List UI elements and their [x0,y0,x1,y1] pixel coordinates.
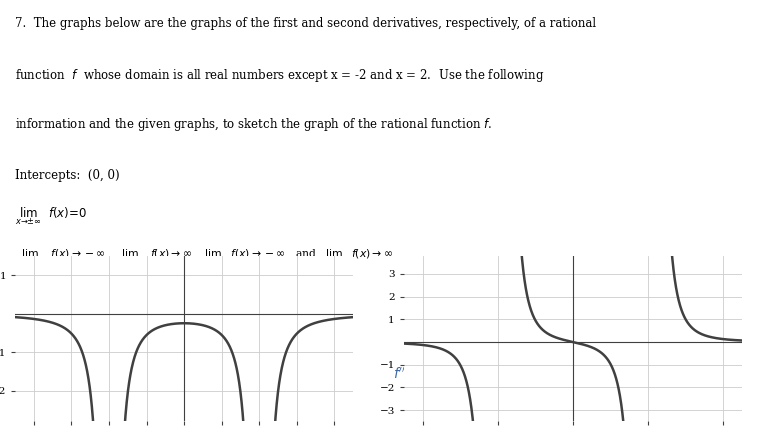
Text: information and the given graphs, to sketch the graph of the rational function $: information and the given graphs, to ske… [15,116,493,133]
Text: Intercepts:  (0, 0): Intercepts: (0, 0) [15,169,120,182]
Text: $\lim_{x\to\pm\infty}$  $f(x) = 0$: $\lim_{x\to\pm\infty}$ $f(x) = 0$ [15,205,87,227]
Text: 7.  The graphs below are the graphs of the first and second derivatives, respect: 7. The graphs below are the graphs of th… [15,17,597,31]
Text: $\lim_{x\to -2^-}$  $f(x) \to -\infty$,  $\lim_{x\to -2^+}$  $f(x) \to \infty$, : $\lim_{x\to -2^-}$ $f(x) \to -\infty$, $… [15,248,393,268]
Text: $f''(x):$: $f''(x):$ [393,366,431,382]
Text: function  $f$  whose domain is all real numbers except x = -2 and x = 2.  Use th: function $f$ whose domain is all real nu… [15,67,544,83]
Text: $f'(x):$: $f'(x):$ [15,366,51,382]
